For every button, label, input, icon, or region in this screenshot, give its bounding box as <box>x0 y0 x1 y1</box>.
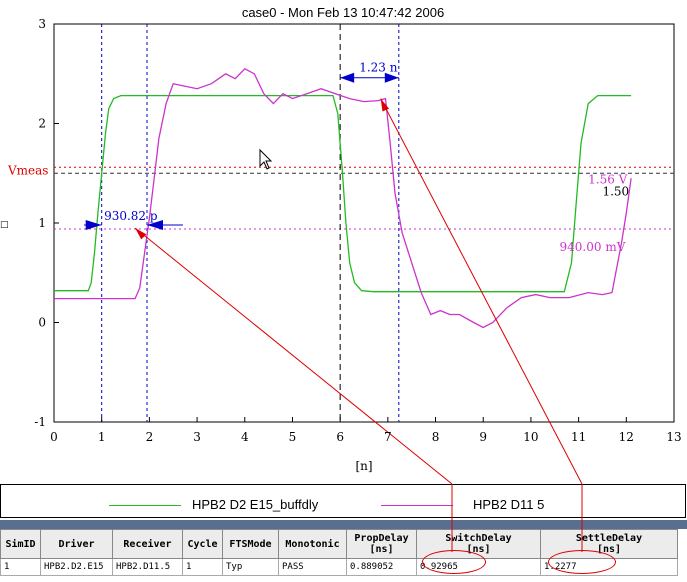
left-edge-marker: □ <box>0 220 9 230</box>
mouse-cursor-icon <box>259 148 273 170</box>
x-tick-label: 12 <box>619 430 634 444</box>
x-tick-label: 1 <box>98 430 106 444</box>
column-header-receiver[interactable]: Receiver <box>112 529 183 559</box>
cell-monotonic: PASS <box>278 558 347 576</box>
grid-layer: Vmeas <box>7 24 674 422</box>
column-header-ftsmode[interactable]: FTSMode <box>222 529 279 559</box>
y-tick-label: 3 <box>38 17 46 31</box>
x-tick-label: 9 <box>479 430 487 444</box>
cell-cycle: 1 <box>182 558 223 576</box>
table-header-bar <box>0 520 687 529</box>
delay-left-arrowhead-a <box>85 219 102 230</box>
delay-right-label: 1.23 n <box>359 61 398 75</box>
settledelay-highlight-ellipse <box>548 550 616 574</box>
x-tick-label: 6 <box>336 430 344 444</box>
x-tick-label: 4 <box>241 430 249 444</box>
series-line-green <box>54 94 632 293</box>
vmeas-label: Vmeas <box>7 163 48 177</box>
delay-left-label: 930.82 p <box>104 209 158 223</box>
legend-label-green: HPB2 D2 E15_buffdly <box>192 497 319 512</box>
level-150-label: 1.50 <box>602 184 629 198</box>
annotation-layer: 930.82 p 1.23 n 1.56 V1.50 940.00 mV <box>84 61 629 484</box>
switchdelay-highlight-ellipse <box>422 550 486 574</box>
cell-ftsmode: Typ <box>222 558 279 576</box>
delay-left-arrowhead-b <box>147 219 163 230</box>
x-tick-label: 0 <box>50 430 58 444</box>
x-tick-label: 7 <box>384 430 392 444</box>
cell-simid: 1 <box>0 558 41 576</box>
column-header-driver[interactable]: Driver <box>40 529 113 559</box>
x-tick-label: 11 <box>571 430 586 444</box>
cell-propdelay: 0.889052 <box>346 558 417 576</box>
x-tick-label: 3 <box>193 430 201 444</box>
legend-swatch-magenta <box>381 505 453 506</box>
y-tick-label: -1 <box>34 415 46 429</box>
level-940-label: 940.00 mV <box>560 240 626 254</box>
callout-settledelay-arrowhead <box>380 98 390 112</box>
legend: HPB2 D2 E15_buffdly HPB2 D11 5 <box>0 484 686 518</box>
y-tick-label: 1 <box>38 216 46 230</box>
legend-swatch-green <box>109 505 181 506</box>
legend-label-magenta: HPB2 D11 5 <box>473 497 545 512</box>
level-156-label: 1.56 V <box>588 172 628 186</box>
chart-title: case0 - Mon Feb 13 10:47:42 2006 <box>242 5 444 20</box>
x-tick-label: 8 <box>432 430 440 444</box>
x-tick-label: 10 <box>523 430 538 444</box>
column-header-monotonic[interactable]: Monotonic <box>278 529 347 559</box>
results-table-panel: SimID Driver Receiver Cycle FTSMode Mono… <box>0 520 687 582</box>
column-header-simid[interactable]: SimID <box>0 529 41 559</box>
column-header-propdelay[interactable]: PropDelay [ns] <box>346 529 417 559</box>
callout-switchdelay-arrowhead <box>135 227 147 240</box>
cell-driver: HPB2.D2.E15 <box>40 558 113 576</box>
delay-right-arrow-left-head <box>340 72 355 83</box>
x-tick-label: 5 <box>289 430 297 444</box>
y-tick-label: 2 <box>38 117 46 131</box>
cell-receiver: HPB2.D11.5 <box>112 558 183 576</box>
waveform-chart: case0 - Mon Feb 13 10:47:42 2006 Vmeas 9… <box>0 5 682 484</box>
x-axis-label: [n] <box>355 459 372 473</box>
callout-settledelay-line <box>380 98 583 484</box>
series-layer <box>54 67 632 329</box>
x-tick-label: 13 <box>666 430 681 444</box>
x-tick-label: 2 <box>146 430 154 444</box>
y-tick-label: 0 <box>38 316 46 330</box>
column-header-cycle[interactable]: Cycle <box>182 529 223 559</box>
callout-switchdelay-line <box>134 227 453 484</box>
series-line-magenta <box>54 67 632 329</box>
delay-right-arrow-right-head <box>384 72 399 83</box>
